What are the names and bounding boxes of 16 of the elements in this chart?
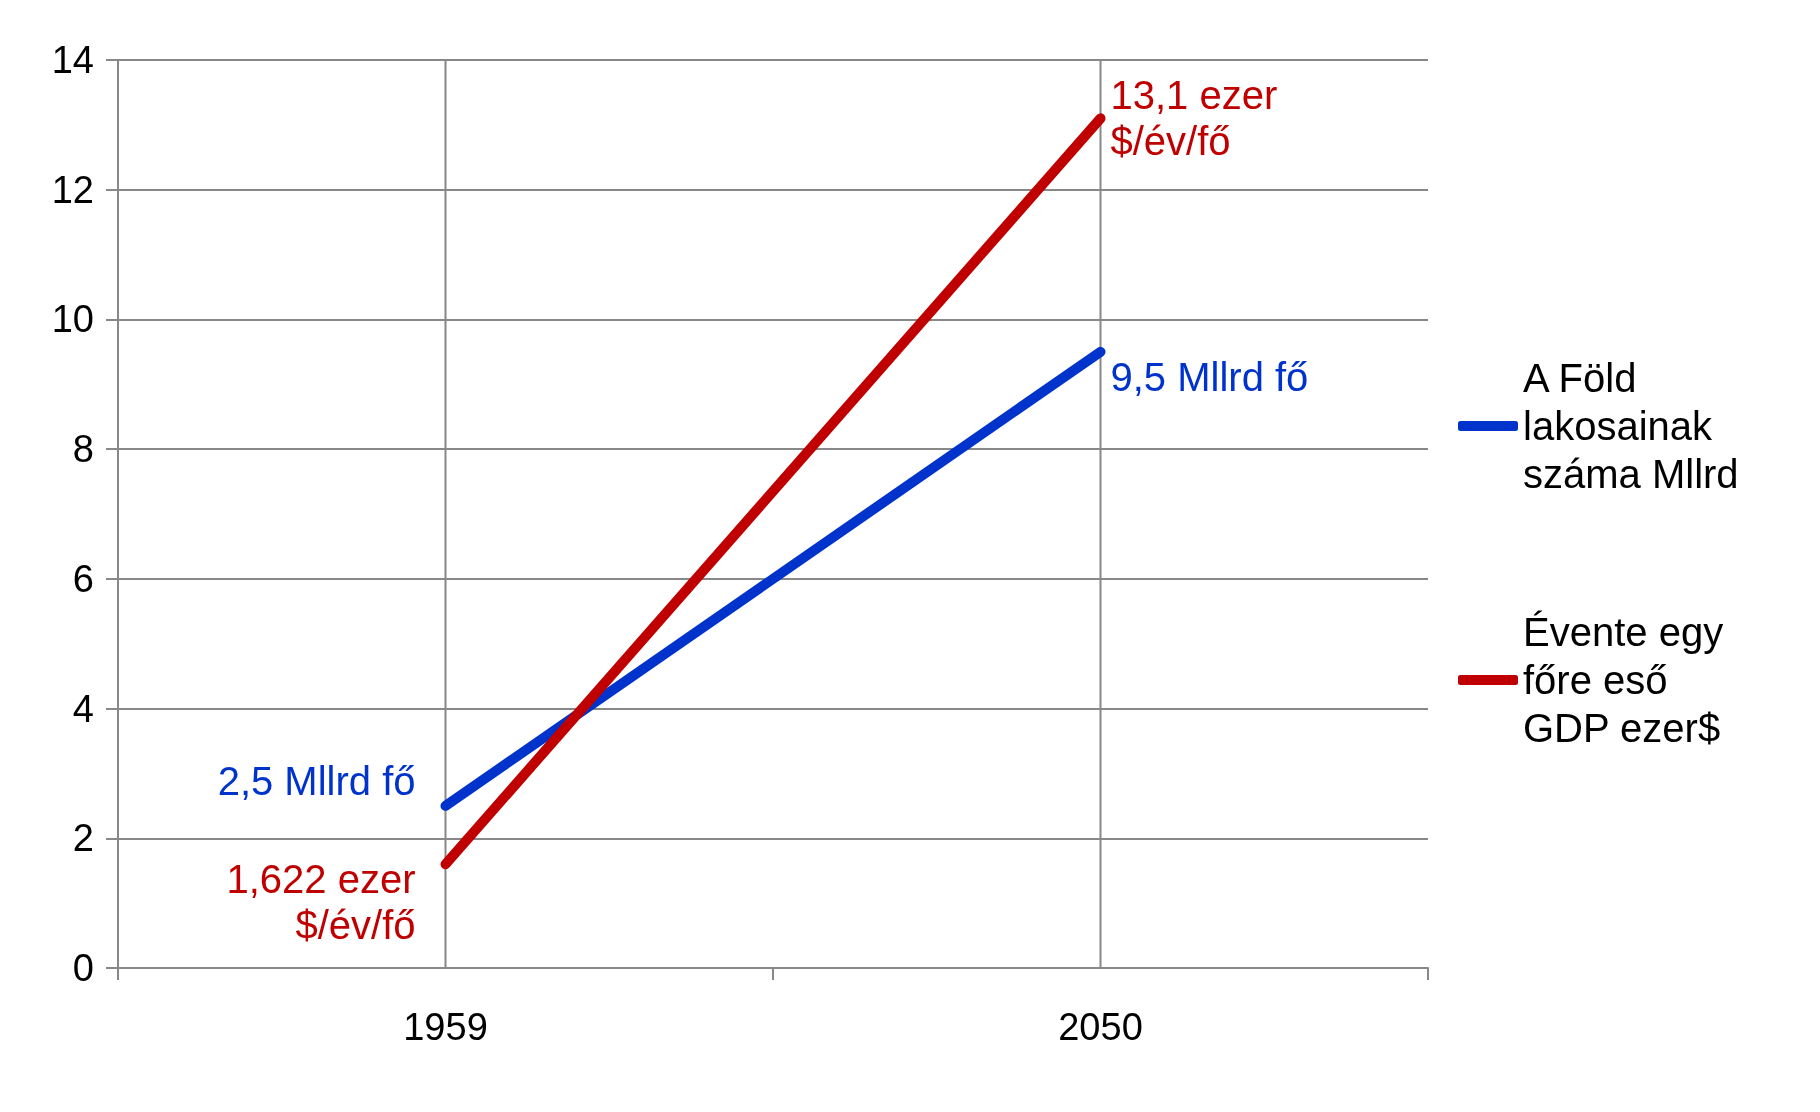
y-tick-label: 12	[51, 168, 94, 211]
y-tick-label: 6	[72, 557, 94, 600]
y-tick-label: 14	[51, 39, 94, 81]
y-tick-label: 2	[72, 817, 94, 860]
annotation: 13,1 ezer $/év/fő	[1110, 73, 1278, 164]
legend-label: A Föld lakosainak száma Mllrd	[1523, 356, 1739, 496]
x-tick-label: 2050	[1058, 1006, 1143, 1048]
annotation: 1,622 ezer $/év/fő	[226, 857, 416, 948]
annotation: 2,5 Mllrd fő	[217, 758, 416, 803]
x-tick-label: 1959	[403, 1006, 488, 1048]
legend-label: Évente egy főre eső GDP ezer$	[1523, 610, 1735, 750]
y-tick-label: 4	[72, 687, 94, 730]
y-tick-label: 0	[72, 947, 94, 989]
y-tick-label: 10	[51, 298, 94, 341]
y-tick-label: 8	[72, 428, 94, 471]
annotation: 9,5 Mllrd fő	[1110, 354, 1309, 399]
